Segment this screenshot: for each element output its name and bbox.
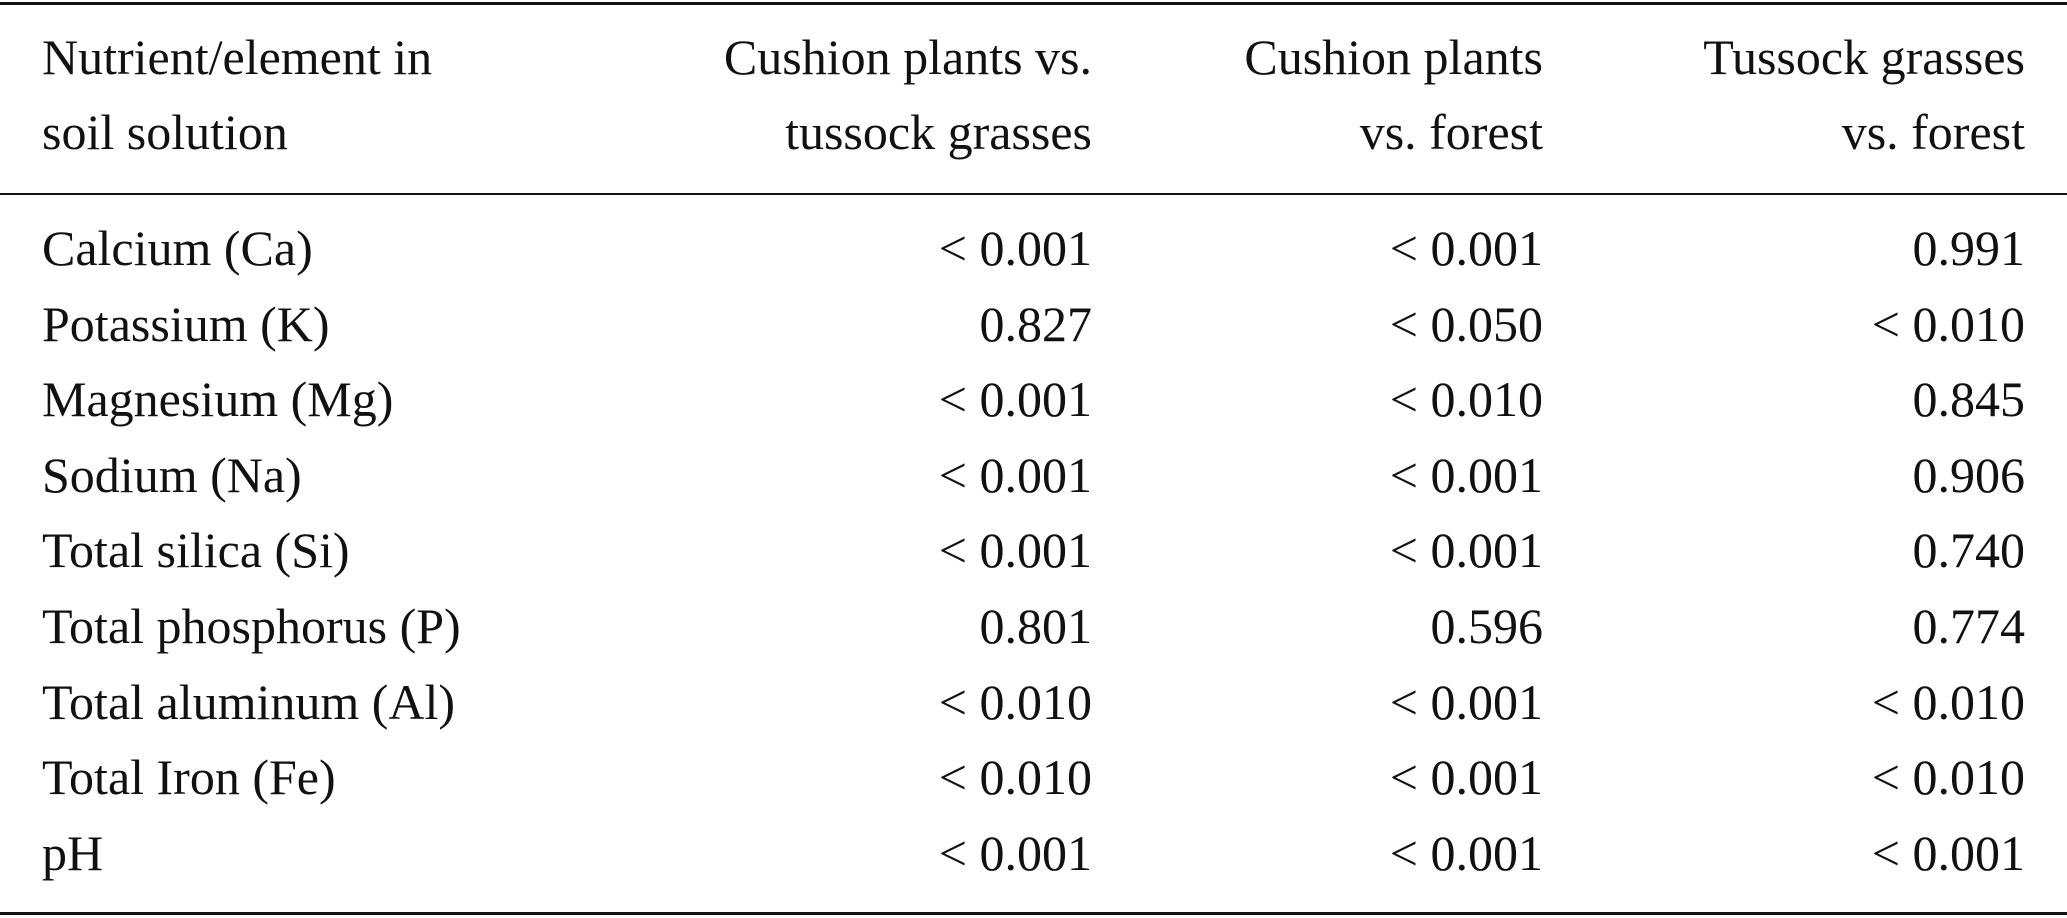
p-value: < 0.001 [1389,220,1543,276]
header-cell: vs. forest [1841,104,2025,160]
p-value: 0.991 [1912,220,2026,276]
p-value: < 0.001 [1389,522,1543,579]
p-value: < 0.050 [1389,295,1543,352]
p-value: 0.740 [1912,522,2026,579]
p-value: < 0.010 [1389,371,1543,428]
row-label: Magnesium (Mg) [42,371,394,428]
row-label: Sodium (Na) [42,446,302,503]
header-cell: vs. forest [1359,104,1543,160]
header-rule [0,193,2067,195]
p-value: 0.801 [979,598,1093,654]
p-value: < 0.010 [938,749,1092,806]
row-label: Total Iron (Fe) [42,749,336,806]
header-cell: tussock grasses [785,104,1092,160]
p-value: 0.774 [1912,598,2026,654]
header-cell: Nutrient/element in [42,29,433,85]
top-rule [0,2,2067,5]
p-value: < 0.001 [1389,673,1543,730]
p-value: 0.845 [1912,371,2026,428]
p-value: 0.596 [1430,598,1544,654]
header-cell: Cushion plants [1244,29,1543,85]
p-value: < 0.010 [1871,673,2025,730]
row-label: Calcium (Ca) [42,220,313,276]
row-label: Total silica (Si) [42,522,350,579]
row-label: pH [42,824,104,881]
p-value: < 0.001 [1871,824,2025,881]
header-cell: Tussock grasses [1703,29,2025,85]
p-value: < 0.001 [1389,749,1543,806]
row-label: Potassium (K) [42,295,330,352]
bottom-rule [0,912,2067,915]
header-cell: soil solution [42,104,288,160]
p-value: < 0.001 [938,446,1092,503]
p-value: < 0.001 [1389,446,1543,503]
p-value: < 0.001 [938,522,1092,579]
p-value: < 0.001 [938,371,1092,428]
p-value: < 0.001 [938,220,1092,276]
header-cell: Cushion plants vs. [723,29,1092,85]
p-value: 0.906 [1912,446,2026,503]
p-value: 0.827 [979,295,1093,352]
p-value: < 0.010 [1871,295,2025,352]
p-value: < 0.010 [938,673,1092,730]
p-value: < 0.001 [938,824,1092,881]
p-value: < 0.001 [1389,824,1543,881]
row-label: Total aluminum (Al) [42,673,456,730]
p-value: < 0.010 [1871,749,2025,806]
row-label: Total phosphorus (P) [42,598,461,654]
